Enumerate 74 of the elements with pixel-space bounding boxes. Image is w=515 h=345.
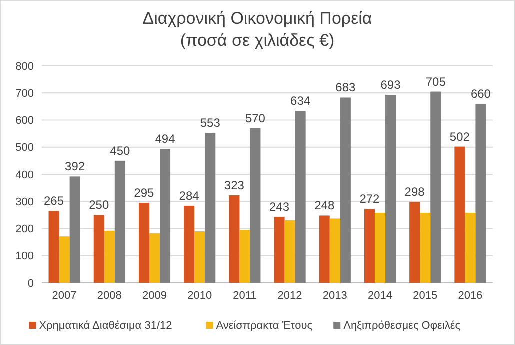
bar [70,176,80,283]
bar [138,202,150,283]
bar [295,111,306,283]
y-tick-label: 700 [16,88,34,100]
data-label: 392 [65,160,86,174]
x-tick-label: 2012 [278,290,302,302]
legend-label: Ληξιπρόθεσμες Οφειλές [344,320,461,332]
bar [374,213,386,283]
bar [149,233,160,283]
data-label: 250 [89,198,110,212]
y-tick-label: 500 [16,142,34,154]
data-label: 634 [290,94,311,108]
bar [194,231,206,283]
x-tick-label: 2015 [413,290,438,302]
x-tick-label: 2008 [97,290,122,302]
y-tick-label: 600 [16,115,34,128]
bar [430,92,442,283]
chart-title: Διαχρονική Οικονομική Πορεία [142,9,372,28]
y-tick-label: 100 [16,250,34,263]
bar [48,211,60,283]
bar [240,230,250,283]
bar [59,236,70,283]
bar [476,104,486,283]
data-label: 570 [245,111,266,126]
data-label: 284 [179,188,200,203]
data-label: 298 [404,185,426,200]
bar [104,230,115,283]
bar [184,206,195,283]
x-tick-label: 2011 [233,290,257,302]
x-tick-label: 2016 [458,290,483,302]
bar [330,218,340,283]
data-label: 272 [360,192,380,206]
y-tick-label: 0 [28,278,34,290]
data-label: 450 [110,144,131,158]
y-tick-label: 200 [16,224,34,236]
data-label: 265 [44,194,64,208]
bar [284,220,296,283]
data-label: 494 [155,132,176,146]
bar [454,146,466,283]
bar [410,202,420,283]
data-label: 693 [380,78,402,92]
bar [160,149,171,283]
x-tick-label: 2010 [188,290,212,302]
bar [420,213,431,283]
bar [465,213,476,283]
bar [205,133,216,283]
data-label: 660 [470,86,492,101]
x-tick-label: 2013 [322,290,348,302]
bar [386,95,396,283]
bar [364,209,375,283]
x-tick-label: 2007 [52,290,77,302]
bar [114,160,126,283]
bar [340,98,351,283]
x-tick-label: 2014 [368,290,392,302]
bar [250,128,261,283]
data-label: 502 [450,130,470,144]
data-label: 683 [336,80,356,95]
bar [319,216,330,283]
data-label: 705 [426,74,446,89]
legend-label: Χρηματικά Διαθέσιμα 31/12 [39,320,172,332]
data-label: 243 [270,200,290,214]
bar [229,195,240,283]
data-label: 323 [224,178,245,192]
bar [94,215,104,283]
data-label: 553 [200,116,221,130]
x-tick-label: 2009 [142,290,167,302]
chart-subtitle: (ποσά σε χιλιάδες €) [180,31,335,50]
data-label: 248 [314,198,335,213]
legend-label: Ανείσπρακτα Έτους [216,320,313,332]
y-tick-label: 800 [16,60,34,73]
y-tick-label: 400 [16,169,34,182]
bar [274,217,285,283]
y-tick-label: 300 [16,196,34,208]
data-label: 295 [134,186,155,200]
